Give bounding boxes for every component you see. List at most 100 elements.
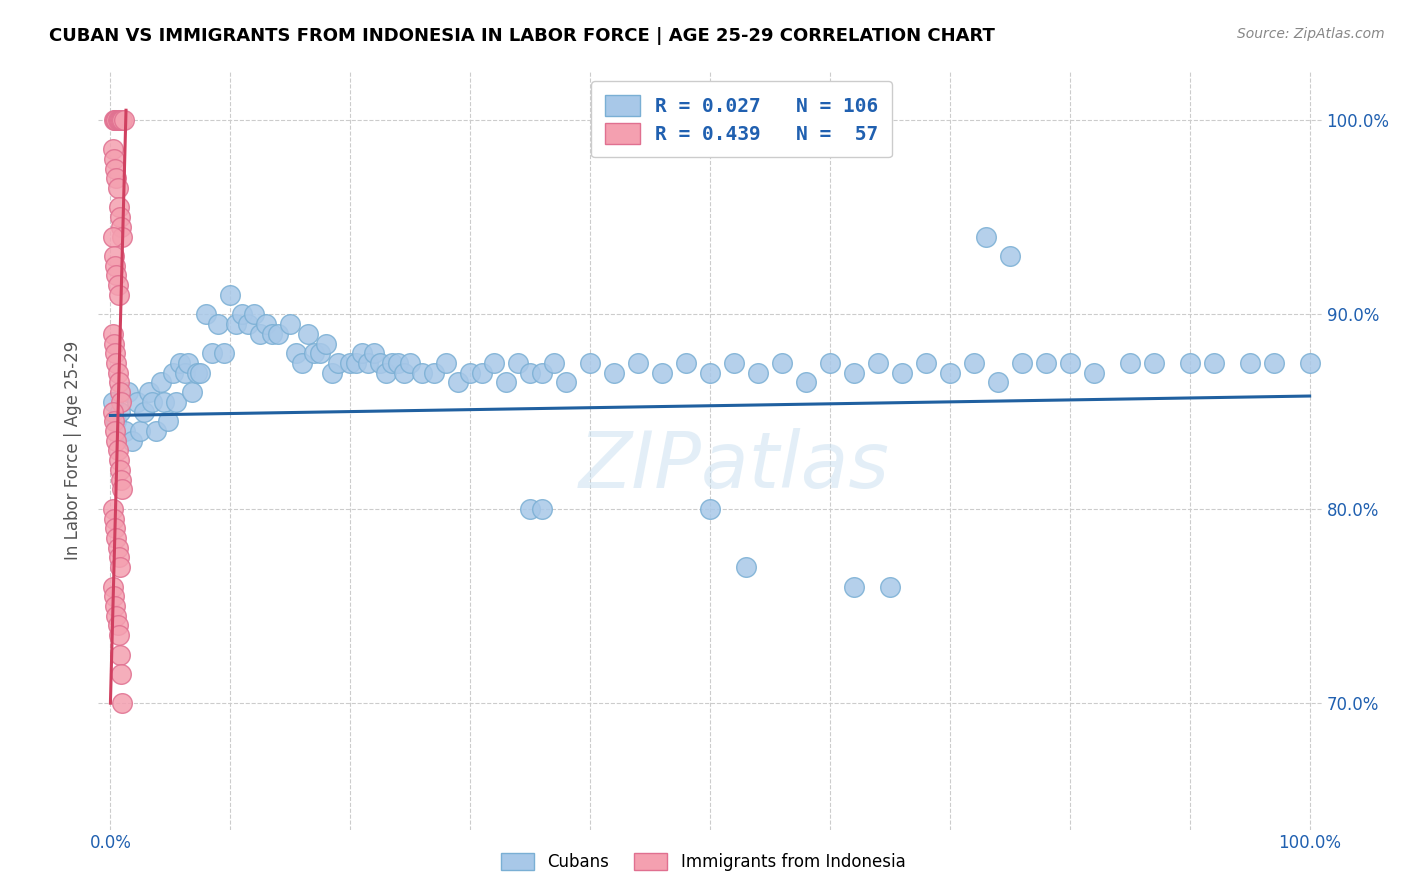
Point <box>125 395 148 409</box>
Point <box>291 356 314 370</box>
Point <box>108 201 129 215</box>
Point <box>153 395 176 409</box>
Point <box>939 366 962 380</box>
Point <box>1119 356 1142 370</box>
Point <box>108 560 131 574</box>
Point <box>104 521 127 535</box>
Point <box>103 249 125 263</box>
Point <box>149 376 172 390</box>
Point <box>471 366 494 380</box>
Point <box>987 376 1010 390</box>
Point <box>278 317 301 331</box>
Point <box>531 366 554 380</box>
Point <box>1239 356 1261 370</box>
Point <box>101 404 124 418</box>
Point <box>101 229 124 244</box>
Point <box>104 112 127 127</box>
Point <box>399 356 422 370</box>
Point <box>101 142 124 156</box>
Point <box>866 356 889 370</box>
Point <box>108 112 129 127</box>
Point <box>1143 356 1166 370</box>
Point <box>1298 356 1320 370</box>
Point <box>723 356 745 370</box>
Point <box>267 326 290 341</box>
Point <box>519 501 541 516</box>
Point <box>195 307 218 321</box>
Point <box>735 560 758 574</box>
Point <box>141 395 163 409</box>
Point <box>107 541 129 555</box>
Point <box>225 317 247 331</box>
Text: ZIPatlas: ZIPatlas <box>579 427 890 504</box>
Point <box>108 112 131 127</box>
Point <box>309 346 332 360</box>
Point <box>108 648 131 662</box>
Point <box>555 376 578 390</box>
Point <box>104 346 127 360</box>
Point <box>107 366 129 380</box>
Point <box>110 473 132 487</box>
Point <box>262 326 284 341</box>
Point <box>108 404 131 418</box>
Point <box>105 112 128 127</box>
Point <box>165 395 187 409</box>
Point <box>103 336 125 351</box>
Point <box>107 181 129 195</box>
Point <box>381 356 404 370</box>
Point <box>531 501 554 516</box>
Point <box>315 336 337 351</box>
Point <box>842 366 865 380</box>
Point <box>675 356 697 370</box>
Point <box>1202 356 1225 370</box>
Point <box>201 346 224 360</box>
Legend: Cubans, Immigrants from Indonesia: Cubans, Immigrants from Indonesia <box>492 845 914 880</box>
Point <box>110 219 132 234</box>
Point <box>387 356 409 370</box>
Point <box>543 356 565 370</box>
Point <box>105 268 128 283</box>
Point <box>108 550 129 565</box>
Point <box>162 366 184 380</box>
Point <box>104 599 127 613</box>
Point <box>101 580 124 594</box>
Point <box>508 356 530 370</box>
Point <box>254 317 277 331</box>
Point <box>105 171 128 186</box>
Point <box>186 366 208 380</box>
Point <box>603 366 626 380</box>
Point <box>1178 356 1201 370</box>
Point <box>129 424 152 438</box>
Point <box>423 366 446 380</box>
Point <box>108 463 131 477</box>
Text: CUBAN VS IMMIGRANTS FROM INDONESIA IN LABOR FORCE | AGE 25-29 CORRELATION CHART: CUBAN VS IMMIGRANTS FROM INDONESIA IN LA… <box>49 27 995 45</box>
Point <box>411 366 433 380</box>
Point <box>974 229 997 244</box>
Point <box>117 385 139 400</box>
Point <box>304 346 326 360</box>
Point <box>105 356 128 370</box>
Point <box>458 366 481 380</box>
Point <box>651 366 673 380</box>
Point <box>103 414 125 428</box>
Point <box>495 376 517 390</box>
Point <box>243 307 266 321</box>
Point <box>103 511 125 525</box>
Point <box>103 112 125 127</box>
Point <box>1059 356 1081 370</box>
Text: Source: ZipAtlas.com: Source: ZipAtlas.com <box>1237 27 1385 41</box>
Point <box>108 210 131 224</box>
Point <box>105 434 128 448</box>
Point <box>108 453 129 467</box>
Point <box>963 356 986 370</box>
Point <box>181 385 204 400</box>
Point <box>169 356 191 370</box>
Point <box>482 356 505 370</box>
Point <box>890 366 912 380</box>
Point <box>132 404 155 418</box>
Point <box>842 580 865 594</box>
Point <box>357 356 380 370</box>
Point <box>145 424 167 438</box>
Point <box>108 376 129 390</box>
Point <box>188 366 211 380</box>
